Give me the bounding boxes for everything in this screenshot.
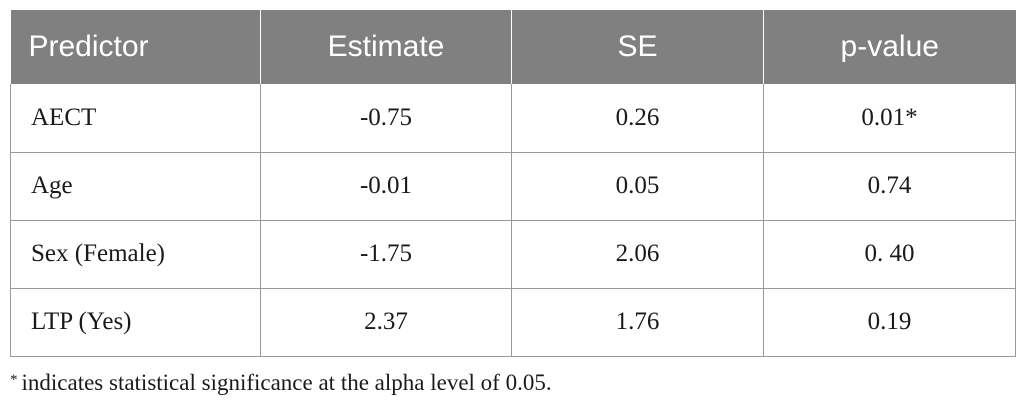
cell-se: 0.05 [511,152,764,221]
table-footnote: * indicates statistical significance at t… [10,370,552,396]
header-predictor: Predictor [10,10,261,84]
cell-se: 1.76 [511,288,764,357]
footnote-marker: * [10,372,18,388]
cell-estimate: -0.75 [260,84,512,153]
header-row: Predictor Estimate SE p-value [10,10,1016,84]
cell-se: 2.06 [511,220,764,289]
cell-se: 0.26 [511,84,764,153]
table-row: Sex (Female) -1.75 2.06 0. 40 [10,220,1016,289]
table-row: Age -0.01 0.05 0.74 [10,152,1016,221]
cell-estimate: 2.37 [260,288,512,357]
cell-p-value: 0.19 [763,288,1016,357]
cell-p-value: 0.74 [763,152,1016,221]
table-row: AECT -0.75 0.26 0.01* [10,84,1016,153]
cell-predictor: AECT [10,84,261,153]
table-row: LTP (Yes) 2.37 1.76 0.19 [10,288,1016,357]
table-body: AECT -0.75 0.26 0.01* Age -0.01 0.05 0.7… [10,84,1016,357]
cell-p-value: 0. 40 [763,220,1016,289]
cell-estimate: -1.75 [260,220,512,289]
cell-predictor: Age [10,152,261,221]
header-se: SE [511,10,764,84]
table-header: Predictor Estimate SE p-value [10,10,1016,84]
cell-p-value: 0.01* [763,84,1016,153]
cell-estimate: -0.01 [260,152,512,221]
regression-table: Predictor Estimate SE p-value AECT -0.75… [10,10,1016,357]
cell-predictor: LTP (Yes) [10,288,261,357]
cell-predictor: Sex (Female) [10,220,261,289]
header-p-value: p-value [763,10,1016,84]
header-estimate: Estimate [260,10,512,84]
results-table: Predictor Estimate SE p-value AECT -0.75… [10,10,1016,357]
footnote-text: indicates statistical significance at th… [21,370,552,395]
